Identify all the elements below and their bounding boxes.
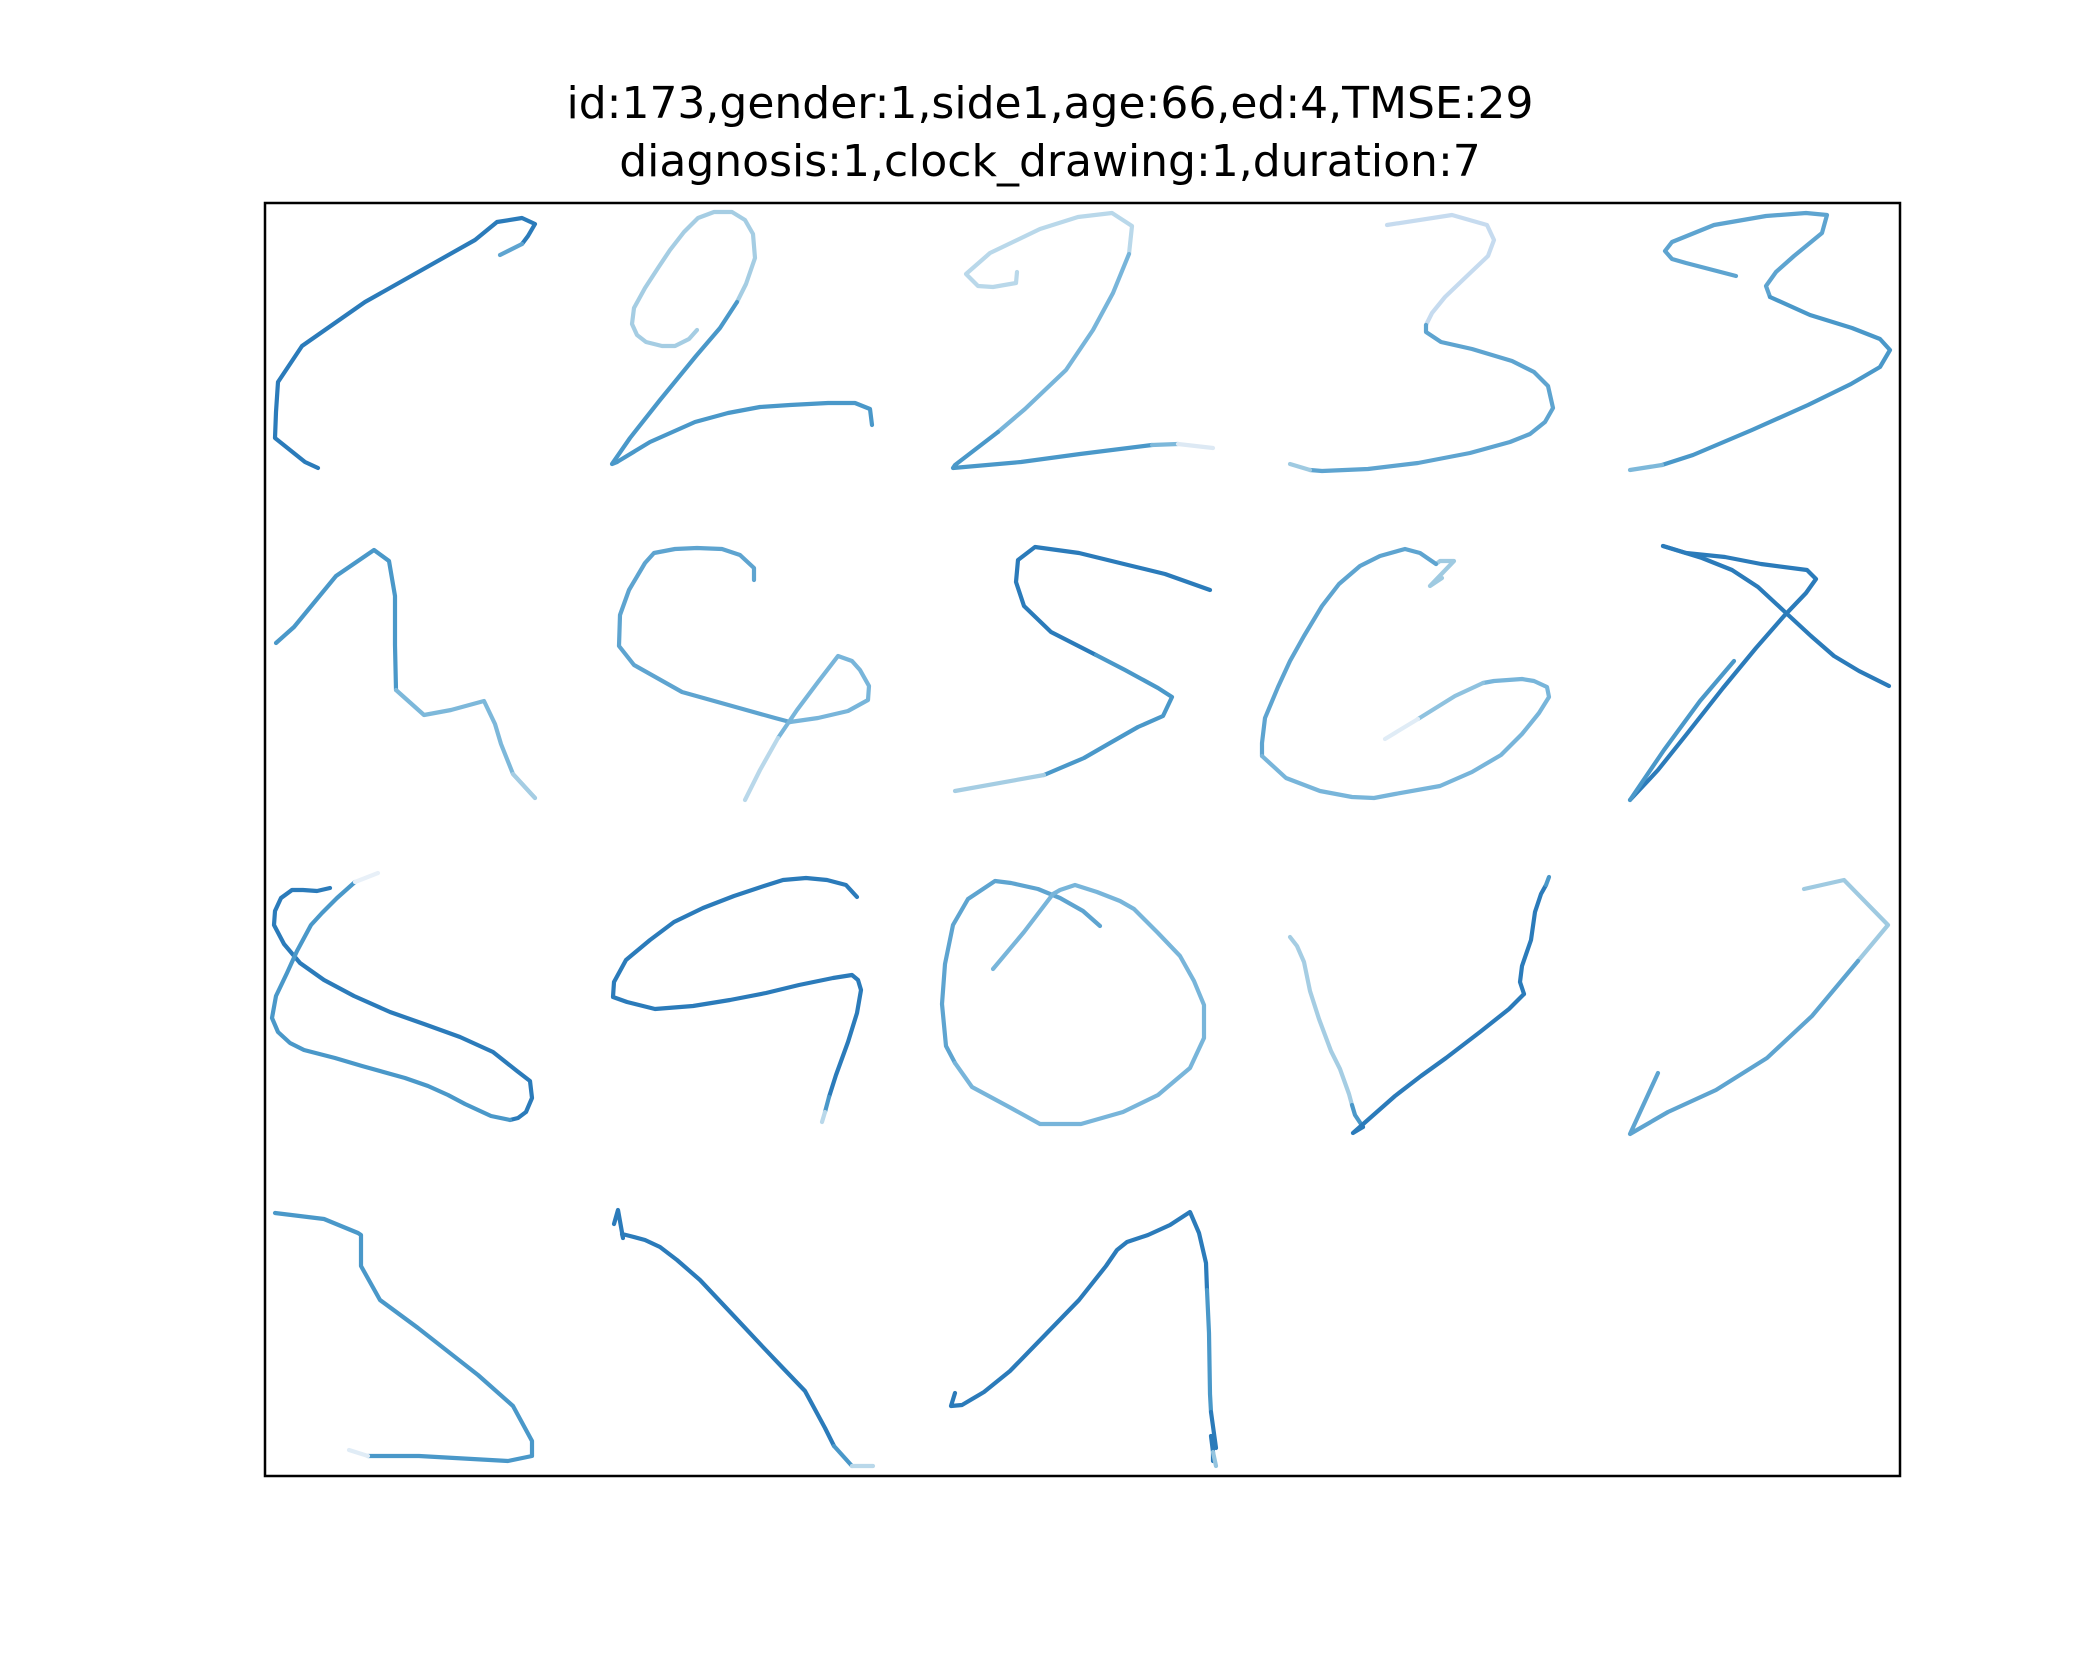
plot-frame — [263, 201, 1902, 1478]
glyph-1-5 — [1627, 210, 1893, 473]
glyph-4-2 — [611, 1207, 876, 1469]
glyph-2-1 — [273, 547, 538, 801]
glyph-1-2 — [609, 209, 875, 467]
glyph-2-2 — [616, 545, 872, 803]
glyph-2-4 — [1259, 546, 1552, 801]
glyph-3-3 — [939, 878, 1207, 1127]
glyph-4-1 — [272, 1210, 535, 1464]
title-line-2: diagnosis:1,clock_drawing:1,duration:7 — [619, 136, 1481, 187]
glyph-3-1 — [269, 870, 535, 1123]
glyph-3-5 — [1627, 877, 1891, 1137]
glyph-3-4 — [1287, 874, 1552, 1136]
glyph-4-3 — [948, 1209, 1219, 1469]
glyph-1-3 — [950, 210, 1216, 471]
glyph-1-1 — [272, 215, 538, 471]
glyph-3-2 — [610, 875, 864, 1125]
glyph-1-4 — [1287, 212, 1556, 474]
glyph-2-5 — [1627, 543, 1892, 803]
title-line-1: id:173,gender:1,side1,age:66,ed:4,TMSE:2… — [566, 78, 1534, 129]
glyph-2-3 — [952, 544, 1213, 794]
